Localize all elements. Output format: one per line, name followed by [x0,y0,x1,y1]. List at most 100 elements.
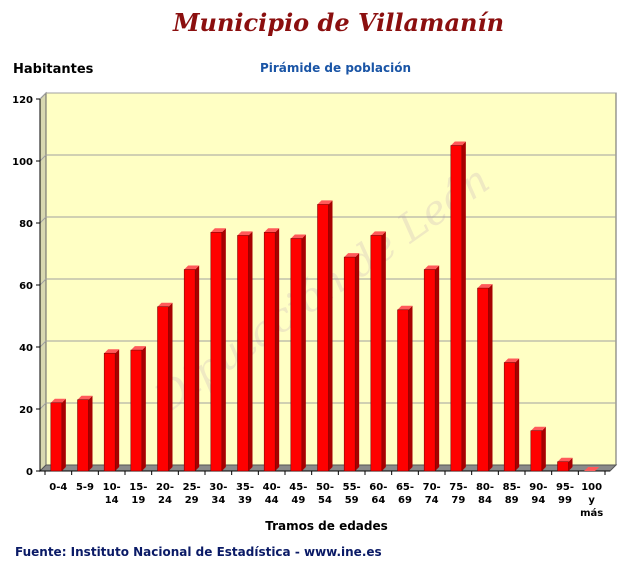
bar [503,362,516,472]
x-tick-label: 5-9 [76,482,94,493]
bar-top [477,284,493,289]
chart-subtitle: Pirámide de población [259,61,411,75]
bar-side [435,265,440,471]
y-tick-label: 40 [19,343,33,354]
x-tick-label: 65-69 [396,482,414,506]
x-tick-label: 15-19 [129,482,147,506]
bar-side [275,228,280,471]
y-axis-label: Habitantes [13,62,94,77]
bar [530,430,543,472]
x-tick-label: 90-94 [529,482,547,506]
bar-side [381,231,386,471]
y-tick-label: 120 [12,95,33,106]
bar-top [184,265,200,270]
bar [210,232,223,472]
bar [477,287,489,472]
gridline-side [39,278,47,286]
bar-top [557,457,573,462]
bar-top [264,228,280,233]
x-tick-label: 55-59 [343,482,361,506]
bar-side [115,349,120,471]
bar [157,306,169,472]
bar-top [104,349,120,354]
bar [317,204,329,472]
source-footer: Fuente: Instituto Nacional de Estadístic… [15,545,382,559]
bar [77,399,89,472]
bar [343,256,356,472]
bar-side [328,200,333,471]
bar-top [50,398,66,403]
bar-side [301,234,306,471]
x-tick-label: 80-84 [476,482,494,506]
bar-side [515,358,520,471]
bar-side [88,395,93,471]
bar [423,269,436,472]
bar-side [141,346,146,471]
bar-top [530,426,546,431]
x-tick-label: 85-89 [503,482,521,506]
bar-top [317,200,333,205]
x-tick-label: 30-34 [209,482,227,506]
bar-side [461,141,466,471]
bar-side [168,302,173,471]
bar-top [77,395,93,400]
y-tick-label: 20 [19,405,33,416]
x-tick-label: 0-4 [49,482,67,493]
bar [450,145,463,472]
x-tick-label: 45-49 [289,482,307,506]
x-axis-label: Tramos de edades [265,519,388,533]
y-tick-label: 80 [19,219,33,230]
bar-side [221,228,226,471]
x-tick-label: 70-74 [423,482,441,506]
bar-side [488,284,493,471]
bar-top [130,346,146,351]
bar-side [541,426,546,471]
y-tick-label: 0 [26,467,33,478]
bar-top [504,358,520,363]
bar [103,352,116,472]
bar-top [210,228,226,233]
bar-top [157,302,173,307]
y-tick-label: 60 [19,281,33,292]
bar [557,461,569,472]
bar-side [61,398,66,471]
y-tick-label: 100 [12,157,33,168]
bar-top [370,231,386,236]
x-tick-label: 25-29 [183,482,201,506]
bar [397,309,409,472]
x-tick-label: 60-64 [369,482,387,506]
gridline-side [39,92,47,100]
bar [50,402,63,472]
x-tick-label: 100 y más [580,482,603,519]
bar [290,238,303,472]
bar-top [450,141,466,146]
bar-side [408,305,413,471]
bar-side [568,457,573,471]
x-tick-label: 40-44 [263,482,281,506]
gridline-side [39,340,47,348]
bar-top [237,231,253,236]
bar [263,232,276,472]
x-tick-label: 35-39 [236,482,254,506]
x-tick-label: 75-79 [449,482,467,506]
bar-top [584,467,600,471]
bar-side [355,253,360,471]
x-tick-label: 50-54 [316,482,334,506]
x-tick-label: 10-14 [103,482,121,506]
x-tick-label: 20-24 [156,482,174,506]
bar [183,269,196,472]
x-tick-label: 95-99 [556,482,574,506]
bar [237,235,249,472]
bar-top [397,305,413,310]
gridline-side [39,402,47,410]
bar [130,349,143,472]
bar-top [344,253,360,258]
bar [370,235,383,472]
gridline-side [39,154,47,162]
bar-top [290,234,306,239]
bar-side [248,231,253,471]
bar-side [195,265,200,471]
chart-main-title: Municipio de Villamanín [172,8,505,37]
gridline-side [39,216,47,224]
